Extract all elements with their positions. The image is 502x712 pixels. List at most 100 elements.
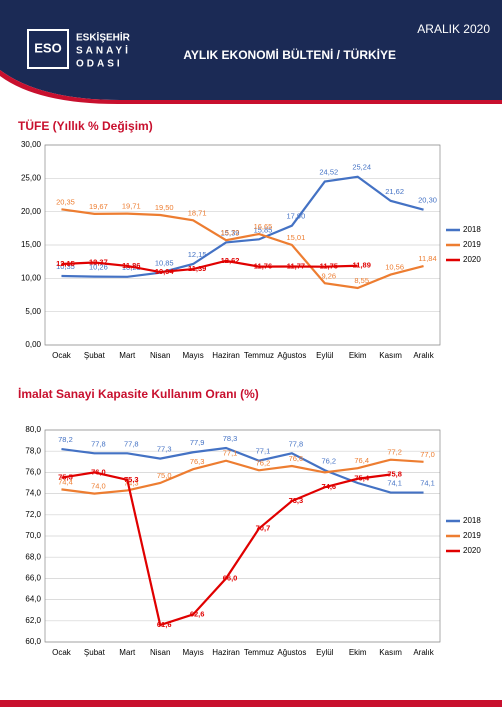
y-tick-label: 66,0	[25, 574, 41, 583]
data-label: 75,4	[354, 474, 369, 483]
x-tick-label: Ekim	[349, 351, 367, 360]
x-tick-label: Nisan	[150, 648, 170, 657]
logo: ESO	[34, 40, 61, 55]
data-label: 11,89	[353, 261, 371, 270]
x-tick-label: Eylül	[316, 351, 334, 360]
data-label: 10,56	[385, 263, 404, 272]
data-label: 66,0	[223, 573, 238, 582]
x-tick-label: Haziran	[212, 351, 240, 360]
data-label: 77,1	[256, 447, 271, 456]
data-label: 77,1	[223, 449, 238, 458]
data-label: 75,3	[124, 475, 139, 484]
legend-label: 2020	[463, 546, 481, 555]
series-line	[61, 259, 358, 274]
data-label: 77,3	[157, 445, 172, 454]
data-label: 76,4	[354, 456, 369, 465]
data-label: 70,7	[256, 524, 271, 533]
data-label: 77,8	[91, 439, 106, 448]
data-label: 24,52	[319, 168, 338, 177]
chart-title: İmalat Sanayi Kapasite Kullanım Oranı (%…	[18, 386, 259, 401]
data-label: 19,50	[155, 203, 174, 212]
data-label: 10,26	[89, 263, 108, 272]
data-label: 11,76	[254, 262, 272, 271]
data-label: 77,9	[190, 438, 205, 447]
chart-title: TÜFE (Yıllık % Değişim)	[18, 118, 153, 133]
x-tick-label: Ekim	[349, 648, 367, 657]
y-tick-label: 62,0	[25, 616, 41, 625]
x-tick-label: Aralık	[413, 351, 434, 360]
y-tick-label: 68,0	[25, 552, 41, 561]
series-line	[61, 208, 424, 290]
y-tick-label: 30,00	[21, 140, 42, 149]
data-label: 76,2	[256, 458, 271, 467]
x-tick-label: Aralık	[413, 648, 434, 657]
x-tick-label: Mart	[119, 351, 136, 360]
data-label: 15,01	[286, 233, 305, 242]
header-band	[0, 0, 502, 100]
data-label: 16,65	[254, 222, 273, 231]
data-label: 8,55	[354, 276, 369, 285]
data-label: 74,4	[58, 477, 73, 486]
x-tick-label: Eylül	[316, 648, 334, 657]
data-label: 19,67	[89, 202, 108, 211]
y-tick-label: 70,0	[25, 531, 41, 540]
y-tick-label: 10,00	[21, 273, 42, 282]
data-label: 11,77	[287, 262, 305, 271]
header-stripe	[0, 70, 502, 104]
data-label: 12,15	[188, 250, 207, 259]
bulletin-title: AYLIK EKONOMİ BÜLTENİ / TÜRKİYE	[183, 47, 396, 62]
data-label: 77,8	[124, 439, 139, 448]
y-tick-label: 25,00	[21, 173, 42, 182]
data-label: 75,0	[157, 471, 172, 480]
data-label: 12,15	[56, 259, 75, 268]
data-label: 76,3	[190, 457, 205, 466]
y-tick-label: 72,0	[25, 510, 41, 519]
data-label: 19,71	[122, 202, 141, 211]
y-tick-label: 78,0	[25, 446, 41, 455]
x-tick-label: Mayıs	[182, 351, 203, 360]
data-label: 12,37	[89, 258, 108, 267]
x-tick-label: Temmuz	[244, 648, 274, 657]
data-label: 77,0	[420, 450, 435, 459]
data-label: 62,6	[190, 609, 205, 618]
x-tick-label: Nisan	[150, 351, 170, 360]
data-label: 76,0	[91, 467, 106, 476]
series-line	[61, 175, 424, 278]
data-label: 11,86	[122, 261, 140, 270]
data-label: 75,5	[58, 473, 73, 482]
data-label: 15,85	[254, 225, 273, 234]
data-label: 11,84	[418, 254, 436, 263]
x-tick-label: Haziran	[212, 648, 240, 657]
org-name: ESKİŞEHİR	[76, 31, 131, 44]
y-tick-label: 80,0	[25, 425, 41, 434]
data-label: 9,26	[321, 271, 336, 280]
date: ARALIK 2020	[417, 22, 490, 36]
data-label: 11,75	[320, 262, 338, 271]
x-tick-label: Şubat	[84, 351, 106, 360]
data-label: 17,90	[286, 212, 305, 221]
x-tick-label: Kasım	[379, 648, 402, 657]
series-line	[61, 446, 424, 494]
data-label: 18,71	[188, 208, 207, 217]
data-label: 20,30	[418, 196, 437, 205]
plot-frame	[44, 144, 441, 346]
x-tick-label: Temmuz	[244, 351, 274, 360]
data-label: 11,39	[188, 264, 206, 273]
legend-label: 2019	[463, 240, 481, 249]
y-tick-label: 60,0	[25, 637, 41, 646]
x-tick-label: Ocak	[52, 351, 72, 360]
x-tick-label: Ağustos	[277, 648, 306, 657]
data-label: 74,3	[124, 478, 139, 487]
x-tick-label: Mayıs	[182, 648, 203, 657]
data-label: 21,62	[385, 187, 404, 196]
y-tick-label: 74,0	[25, 489, 41, 498]
data-label: 10,85	[155, 259, 174, 268]
data-label: 77,2	[387, 448, 402, 457]
data-label: 61,6	[157, 620, 172, 629]
x-tick-label: Mart	[119, 648, 136, 657]
data-label: 20,35	[56, 197, 75, 206]
x-tick-label: Ocak	[52, 648, 72, 657]
org-name: ODASI	[76, 59, 123, 70]
legend-label: 2019	[463, 531, 481, 540]
